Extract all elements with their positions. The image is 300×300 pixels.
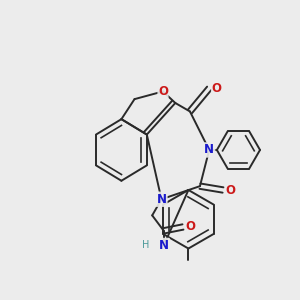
Text: O: O (158, 85, 168, 98)
Text: N: N (204, 143, 214, 157)
Text: N: N (159, 239, 169, 252)
Text: H: H (142, 240, 150, 250)
Text: O: O (212, 82, 221, 95)
Text: O: O (225, 184, 236, 196)
Text: O: O (185, 220, 195, 233)
Text: N: N (157, 193, 166, 206)
